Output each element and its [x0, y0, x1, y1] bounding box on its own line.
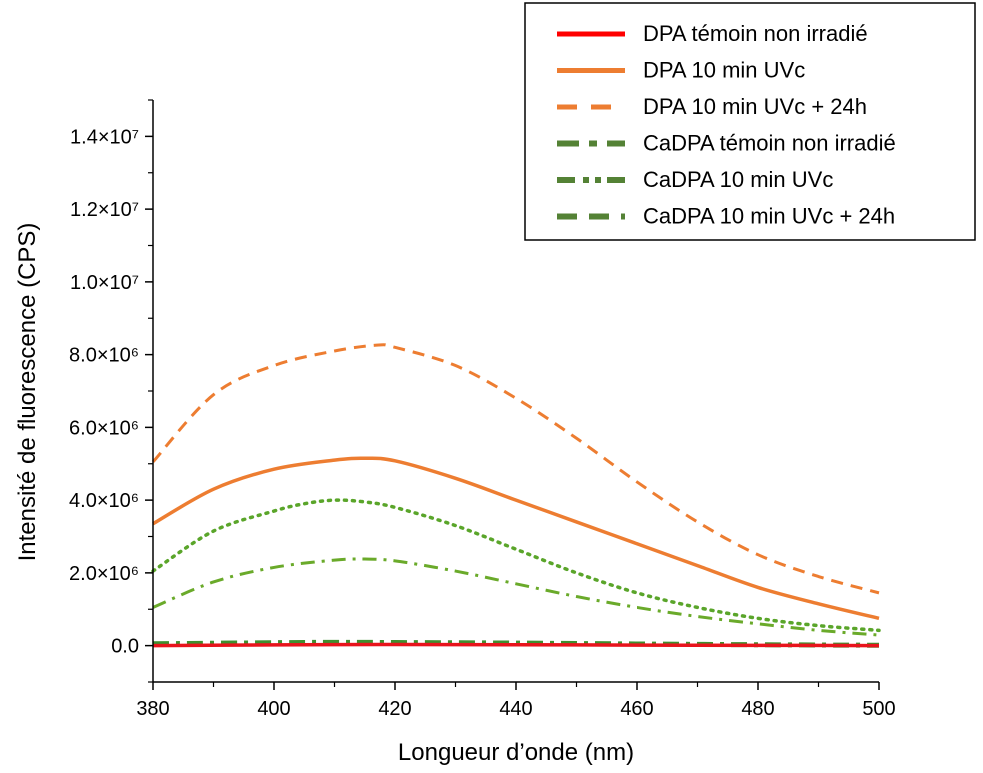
x-axis-label: Longueur d’onde (nm) — [398, 739, 634, 766]
legend-label: DPA 10 min UVc + 24h — [643, 94, 867, 119]
plot-lines — [151, 343, 881, 648]
y-tick-label: 1.0×10⁷ — [70, 272, 139, 294]
y-tick-label: 1.4×10⁷ — [70, 126, 139, 148]
y-axis-label: Intensité de fluorescence (CPS) — [14, 223, 41, 562]
x-tick-label: 420 — [378, 698, 411, 720]
series-line — [151, 343, 880, 595]
series-line — [151, 498, 881, 633]
x-tick-label: 480 — [741, 698, 774, 720]
x-ticks: 380 400 420 440 460 480 500 — [136, 682, 896, 720]
y-tick-label: 8.0×10⁶ — [69, 345, 139, 367]
y-ticks: 0.0 2.0×10⁶ 4.0×10⁶ 6.0×10⁶ 8.0×10⁶ 1.0×10⁷ 1.… — [69, 99, 153, 683]
series-line — [152, 456, 880, 621]
y-tick-label: 2.0×10⁶ — [69, 563, 139, 585]
y-tick-label: 4.0×10⁶ — [69, 490, 139, 512]
x-tick-label: 440 — [499, 698, 532, 720]
legend-label: CaDPA témoin non irradié — [643, 131, 896, 156]
legend-box — [524, 2, 976, 241]
x-tick-label: 500 — [862, 698, 895, 720]
legend-label: CaDPA 10 min UVc + 24h — [643, 204, 895, 229]
series-line — [152, 642, 880, 648]
legend: DPA témoin non irradié DPA 10 min UVc DPA … — [524, 2, 976, 241]
legend-label: DPA témoin non irradié — [643, 21, 868, 46]
y-tick-label: 6.0×10⁶ — [69, 417, 139, 439]
x-tick-label: 380 — [136, 698, 169, 720]
x-tick-label: 460 — [620, 698, 653, 720]
legend-label: DPA 10 min UVc — [643, 58, 805, 83]
legend-label: CaDPA 10 min UVc — [643, 167, 833, 192]
y-tick-label: 1.2×10⁷ — [70, 199, 139, 221]
x-tick-label: 400 — [257, 698, 290, 720]
series-line — [152, 557, 880, 637]
y-tick-label: 0.0 — [111, 636, 139, 658]
